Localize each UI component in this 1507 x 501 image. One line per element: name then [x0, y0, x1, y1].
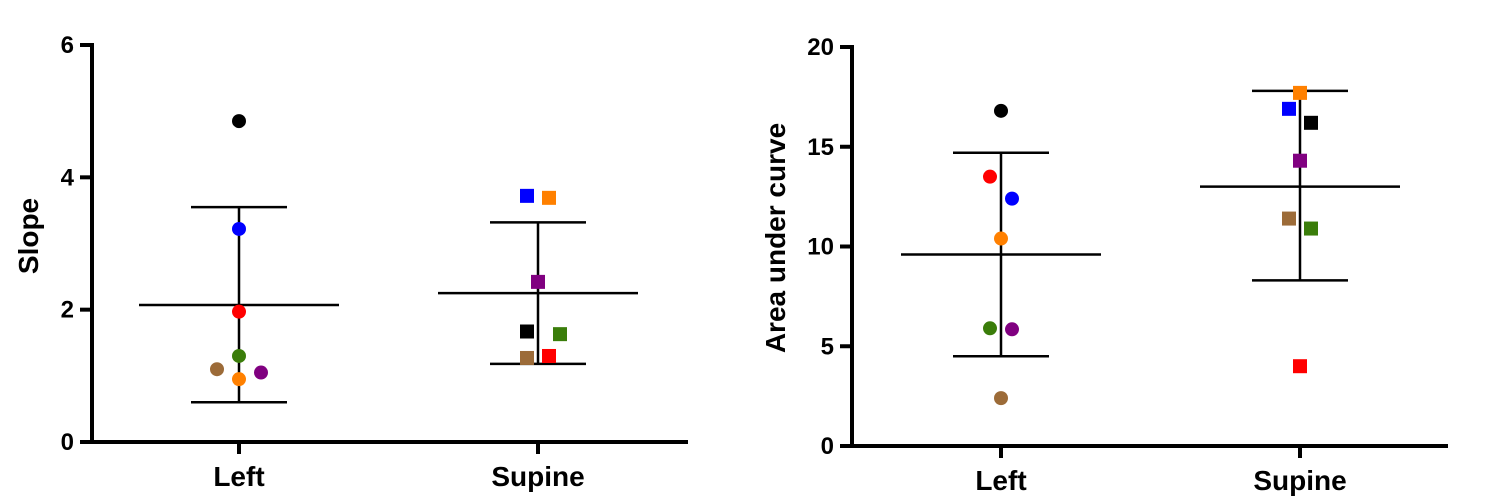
y-tick-label: 0	[61, 429, 74, 456]
data-point-square	[1282, 211, 1296, 226]
data-point-circle	[994, 231, 1008, 246]
data-point-circle	[1005, 322, 1019, 337]
y-tick-label: 4	[61, 164, 75, 191]
data-point-square	[1293, 153, 1307, 168]
y-tick-label: 2	[61, 297, 74, 324]
data-point-circle	[232, 304, 246, 319]
data-point-square	[542, 190, 556, 205]
y-tick-label: 6	[61, 32, 74, 59]
data-point-circle	[232, 114, 246, 129]
y-tick-label: 20	[807, 34, 834, 61]
x-category-label: Supine	[1253, 465, 1346, 496]
data-point-circle	[994, 103, 1008, 118]
data-point-square	[520, 324, 534, 339]
data-point-circle	[232, 221, 246, 236]
data-point-circle	[1005, 191, 1019, 206]
data-point-square	[553, 327, 567, 342]
data-point-square	[520, 350, 534, 365]
data-point-square	[531, 274, 545, 289]
data-point-square	[1282, 101, 1296, 116]
data-point-circle	[983, 169, 997, 184]
data-point-square	[1293, 85, 1307, 100]
data-point-square	[1304, 221, 1318, 236]
y-tick-label: 15	[807, 134, 834, 161]
y-axis-title: Slope	[13, 198, 44, 274]
y-axis-title: Area under curve	[760, 123, 791, 353]
x-category-label: Supine	[491, 461, 584, 492]
data-point-circle	[210, 362, 224, 377]
data-point-circle	[983, 321, 997, 336]
y-tick-label: 0	[821, 433, 834, 460]
auc-panel: 0 5 10 15 20 Area under curve Left Supine	[760, 34, 1448, 496]
data-point-square	[542, 348, 556, 363]
data-point-circle	[994, 391, 1008, 406]
data-point-circle	[254, 365, 268, 380]
data-point-square	[1304, 115, 1318, 130]
slope-panel: 0 2 4 6 Slope Left Supine	[13, 32, 688, 492]
data-point-circle	[232, 372, 246, 387]
data-point-square	[520, 188, 534, 203]
y-tick-label: 5	[821, 333, 834, 360]
data-point-circle	[232, 348, 246, 363]
x-category-label: Left	[975, 465, 1026, 496]
x-category-label: Left	[213, 461, 264, 492]
data-point-square	[1293, 359, 1307, 374]
y-tick-label: 10	[807, 234, 834, 261]
